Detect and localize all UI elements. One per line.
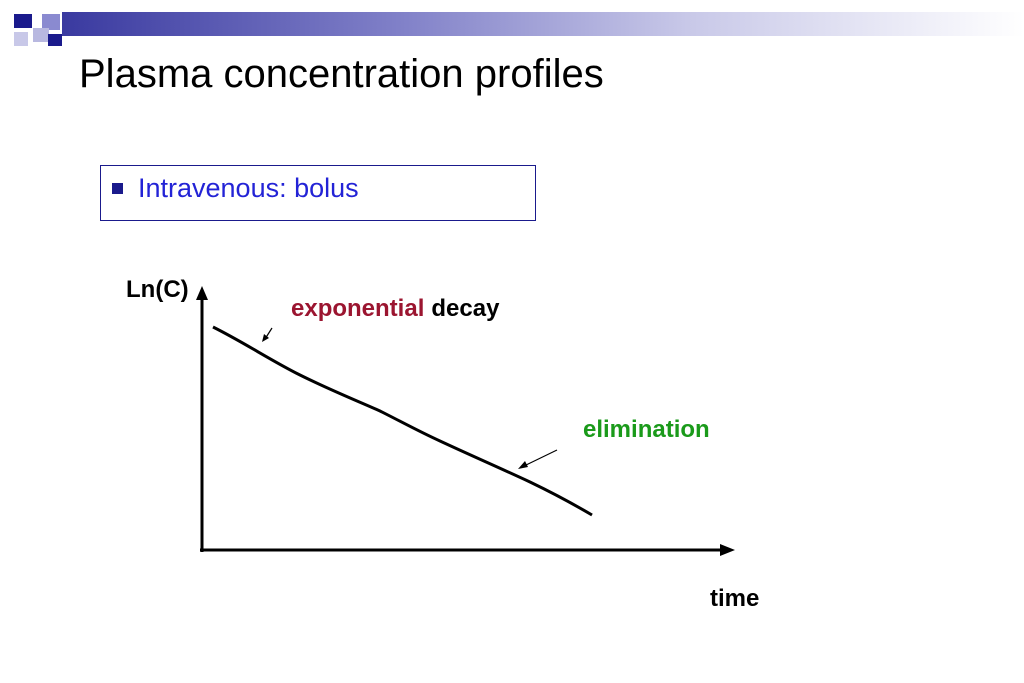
decay-word: decay xyxy=(431,295,500,322)
y-axis-arrowhead xyxy=(196,286,208,300)
x-axis-label: time xyxy=(710,585,759,612)
bullet-box: Intravenous: bolus xyxy=(100,165,536,221)
title-decoration-bar xyxy=(62,12,1024,36)
x-axis-arrowhead xyxy=(720,544,735,556)
page-title: Plasma concentration profiles xyxy=(79,52,604,96)
y-axis-label: Ln(C) xyxy=(126,276,189,303)
elimination-label: elimination xyxy=(583,416,710,443)
elimination-pointer-arrow xyxy=(523,449,558,467)
exponential-decay-label: exponential decay xyxy=(291,295,500,322)
exponential-pointer-arrowhead xyxy=(262,334,269,342)
decay-curve xyxy=(212,325,593,517)
elimination-pointer-arrowhead xyxy=(518,461,528,469)
exponential-word: exponential xyxy=(291,295,424,322)
bullet-square-icon xyxy=(112,183,123,194)
bullet-text: Intravenous: bolus xyxy=(138,173,359,203)
